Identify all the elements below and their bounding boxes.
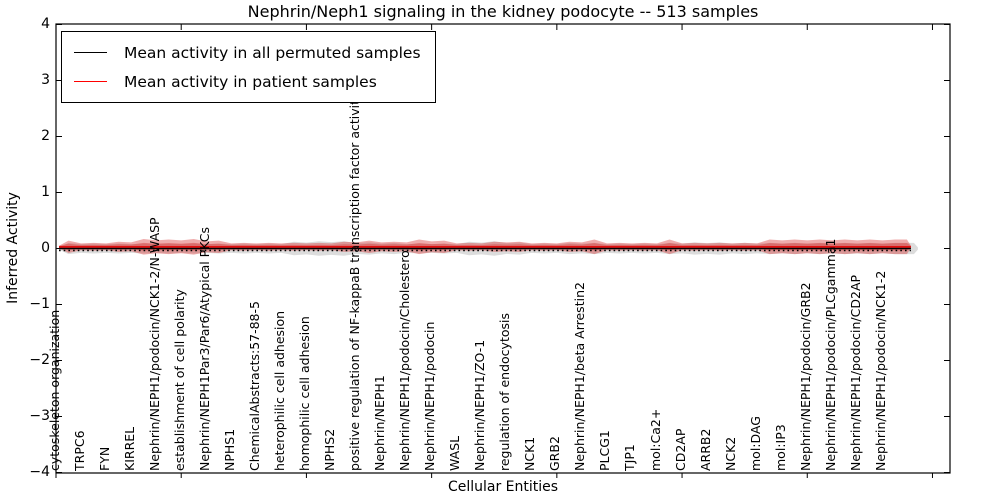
y-tick-label: −4 [29,464,50,480]
x-category-label: ARRB2 [697,428,713,471]
x-category-label: Nephrin/NEPH1/ZO-1 [472,339,488,471]
chart-title: Nephrin/Neph1 signaling in the kidney po… [247,2,759,21]
x-category-label: Nephrin/NEPH1/podocin/NCK1-2/N-WASP [146,217,162,471]
y-tick-label: 3 [41,72,50,88]
x-category-label: Nephrin/NEPH1/podocin/NCK1-2 [872,270,888,471]
x-category-label: positive regulation of NF-kappaB transcr… [347,92,363,471]
x-category-label: Nephrin/NEPH1 [372,375,388,471]
x-category-label: NCK2 [722,436,738,471]
y-tick-label: −1 [29,296,50,312]
legend-entry-label: Mean activity in patient samples [124,72,377,91]
x-category-label: mol:Ca2+ [647,408,663,471]
x-category-label: TJP1 [622,444,638,471]
legend-entry-label: Mean activity in all permuted samples [124,43,421,62]
x-category-label: TRPC6 [71,430,87,471]
x-category-label: GRB2 [547,436,563,471]
legend-entry-permuted: Mean activity in all permuted samples [74,38,421,67]
legend-box: Mean activity in all permuted samples Me… [61,31,436,103]
x-category-label: Nephrin/NEPH1/podocin/PLCgamma1 [822,238,838,471]
x-category-label: CD2AP [672,428,688,471]
x-category-label: regulation of endocytosis [497,313,513,471]
x-category-label: ChemicalAbstracts:57-88-5 [246,301,262,471]
x-axis-label: Cellular Entities [447,479,559,495]
x-category-label: mol:IP3 [772,424,788,471]
y-tick-label: 0 [41,240,50,256]
x-category-label: NCK1 [522,436,538,471]
x-category-label: mol:DAG [747,416,763,471]
x-category-label: KIRREL [121,426,137,471]
x-category-label: FYN [96,446,112,471]
x-category-label: Nephrin/NEPH1/podocin/Cholesterol [397,246,413,471]
x-category-label: WASL [447,435,463,471]
y-tick-label: −2 [29,352,50,368]
legend-entry-patient: Mean activity in patient samples [74,67,421,96]
x-category-label: Nephrin/NEPH1Par3/Par6/Atypical PKCs [196,227,212,471]
x-category-label: PLCG1 [597,430,613,471]
x-category-label: cytoskeleton organization [46,309,62,471]
y-tick-label: 2 [41,128,50,144]
x-category-label: NPHS2 [321,428,337,471]
x-category-label: Nephrin/NEPH1/podocin/GRB2 [797,282,813,471]
x-category-label: homophilic cell adhesion [296,316,312,471]
x-category-label: establishment of cell polarity [171,289,187,471]
x-category-label: NPHS1 [221,428,237,471]
red-line-swatch-icon [74,81,107,82]
y-tick-label: −3 [29,408,50,424]
x-category-label: Nephrin/NEPH1/beta Arrestin2 [572,282,588,471]
x-category-label: Nephrin/NEPH1/podocin/CD2AP [847,274,863,471]
black-line-swatch-icon [74,52,107,53]
x-category-label: Nephrin/NEPH1/podocin [422,321,438,471]
y-tick-label: 4 [41,16,50,32]
y-tick-label: 1 [41,184,50,200]
x-category-label: heterophilic cell adhesion [271,310,287,471]
